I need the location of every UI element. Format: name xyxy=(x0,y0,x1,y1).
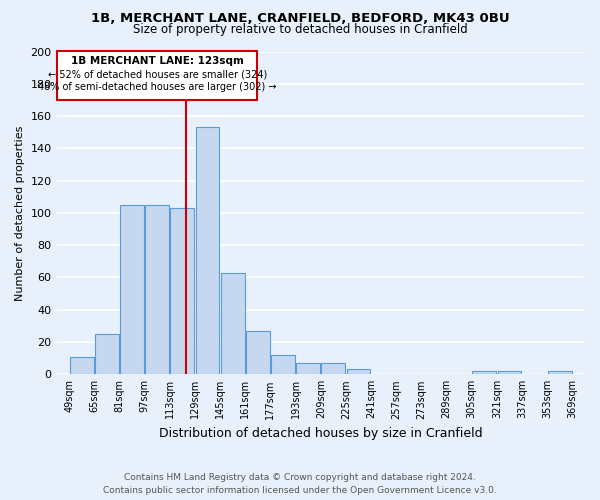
X-axis label: Distribution of detached houses by size in Cranfield: Distribution of detached houses by size … xyxy=(159,427,482,440)
Bar xyxy=(95,334,119,374)
Text: 48% of semi-detached houses are larger (302) →: 48% of semi-detached houses are larger (… xyxy=(38,82,277,92)
Text: 1B, MERCHANT LANE, CRANFIELD, BEDFORD, MK43 0BU: 1B, MERCHANT LANE, CRANFIELD, BEDFORD, M… xyxy=(91,12,509,26)
Bar xyxy=(170,208,194,374)
Bar xyxy=(246,330,270,374)
Bar xyxy=(120,205,144,374)
Bar xyxy=(271,355,295,374)
Bar xyxy=(58,52,257,100)
Bar xyxy=(296,363,320,374)
Bar xyxy=(322,363,346,374)
Bar xyxy=(196,128,220,374)
Bar xyxy=(145,205,169,374)
Y-axis label: Number of detached properties: Number of detached properties xyxy=(15,125,25,300)
Text: Size of property relative to detached houses in Cranfield: Size of property relative to detached ho… xyxy=(133,24,467,36)
Bar xyxy=(70,356,94,374)
Bar xyxy=(347,370,370,374)
Bar xyxy=(472,371,496,374)
Text: Contains HM Land Registry data © Crown copyright and database right 2024.
Contai: Contains HM Land Registry data © Crown c… xyxy=(103,474,497,495)
Bar xyxy=(548,371,572,374)
Bar xyxy=(221,272,245,374)
Bar xyxy=(497,371,521,374)
Text: ← 52% of detached houses are smaller (324): ← 52% of detached houses are smaller (32… xyxy=(47,70,267,80)
Text: 1B MERCHANT LANE: 123sqm: 1B MERCHANT LANE: 123sqm xyxy=(71,56,244,66)
